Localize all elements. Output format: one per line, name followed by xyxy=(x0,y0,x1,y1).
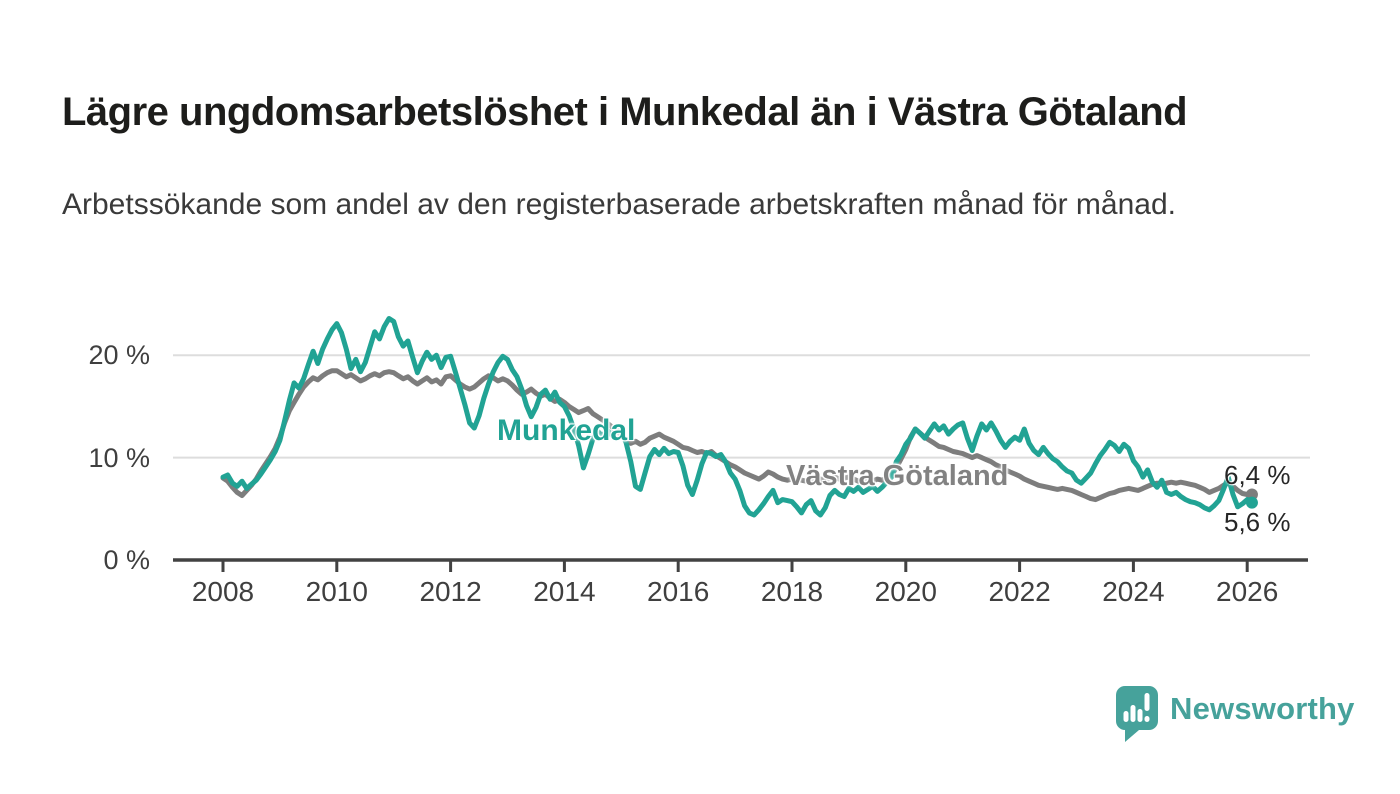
end-value-label-munkedal: 5,6 % xyxy=(1224,507,1291,537)
end-value-label-vastra-gotaland: 6,4 % xyxy=(1224,460,1291,490)
x-tick-label: 2018 xyxy=(760,576,824,607)
x-tick-label: 2012 xyxy=(419,576,482,607)
series-line-v-stra-g-taland xyxy=(220,368,1255,503)
chart-subtitle: Arbetssökande som andel av den registerb… xyxy=(62,188,1176,221)
x-tick-label: 2024 xyxy=(1102,576,1165,607)
x-tick-label: 2010 xyxy=(305,576,368,607)
y-tick-label: 10 % xyxy=(88,442,150,473)
x-tick-label: 2016 xyxy=(647,576,710,607)
line-chart xyxy=(173,316,1310,572)
newsworthy-logo-icon xyxy=(1116,686,1158,742)
x-tick-label: 2022 xyxy=(988,576,1051,607)
series-label-vastra-gotaland: Västra Götaland xyxy=(786,460,1009,492)
newsworthy-logo-text: Newsworthy xyxy=(1170,691,1355,726)
x-tick-label: 2026 xyxy=(1216,576,1279,607)
y-tick-label: 20 % xyxy=(88,340,150,371)
x-tick-label: 2020 xyxy=(874,576,937,607)
y-tick-label: 0 % xyxy=(103,545,150,575)
newsworthy-logo xyxy=(1115,685,1159,743)
x-tick-label: 2008 xyxy=(191,576,255,607)
series-line-munkedal xyxy=(220,316,1255,518)
x-tick-label: 2014 xyxy=(533,576,596,607)
series-label-munkedal: Munkedal xyxy=(497,414,636,447)
series-end-dot-munkedal xyxy=(1245,496,1258,509)
page-title: Lägre ungdomsarbetslöshet i Munkedal än … xyxy=(62,89,1188,134)
